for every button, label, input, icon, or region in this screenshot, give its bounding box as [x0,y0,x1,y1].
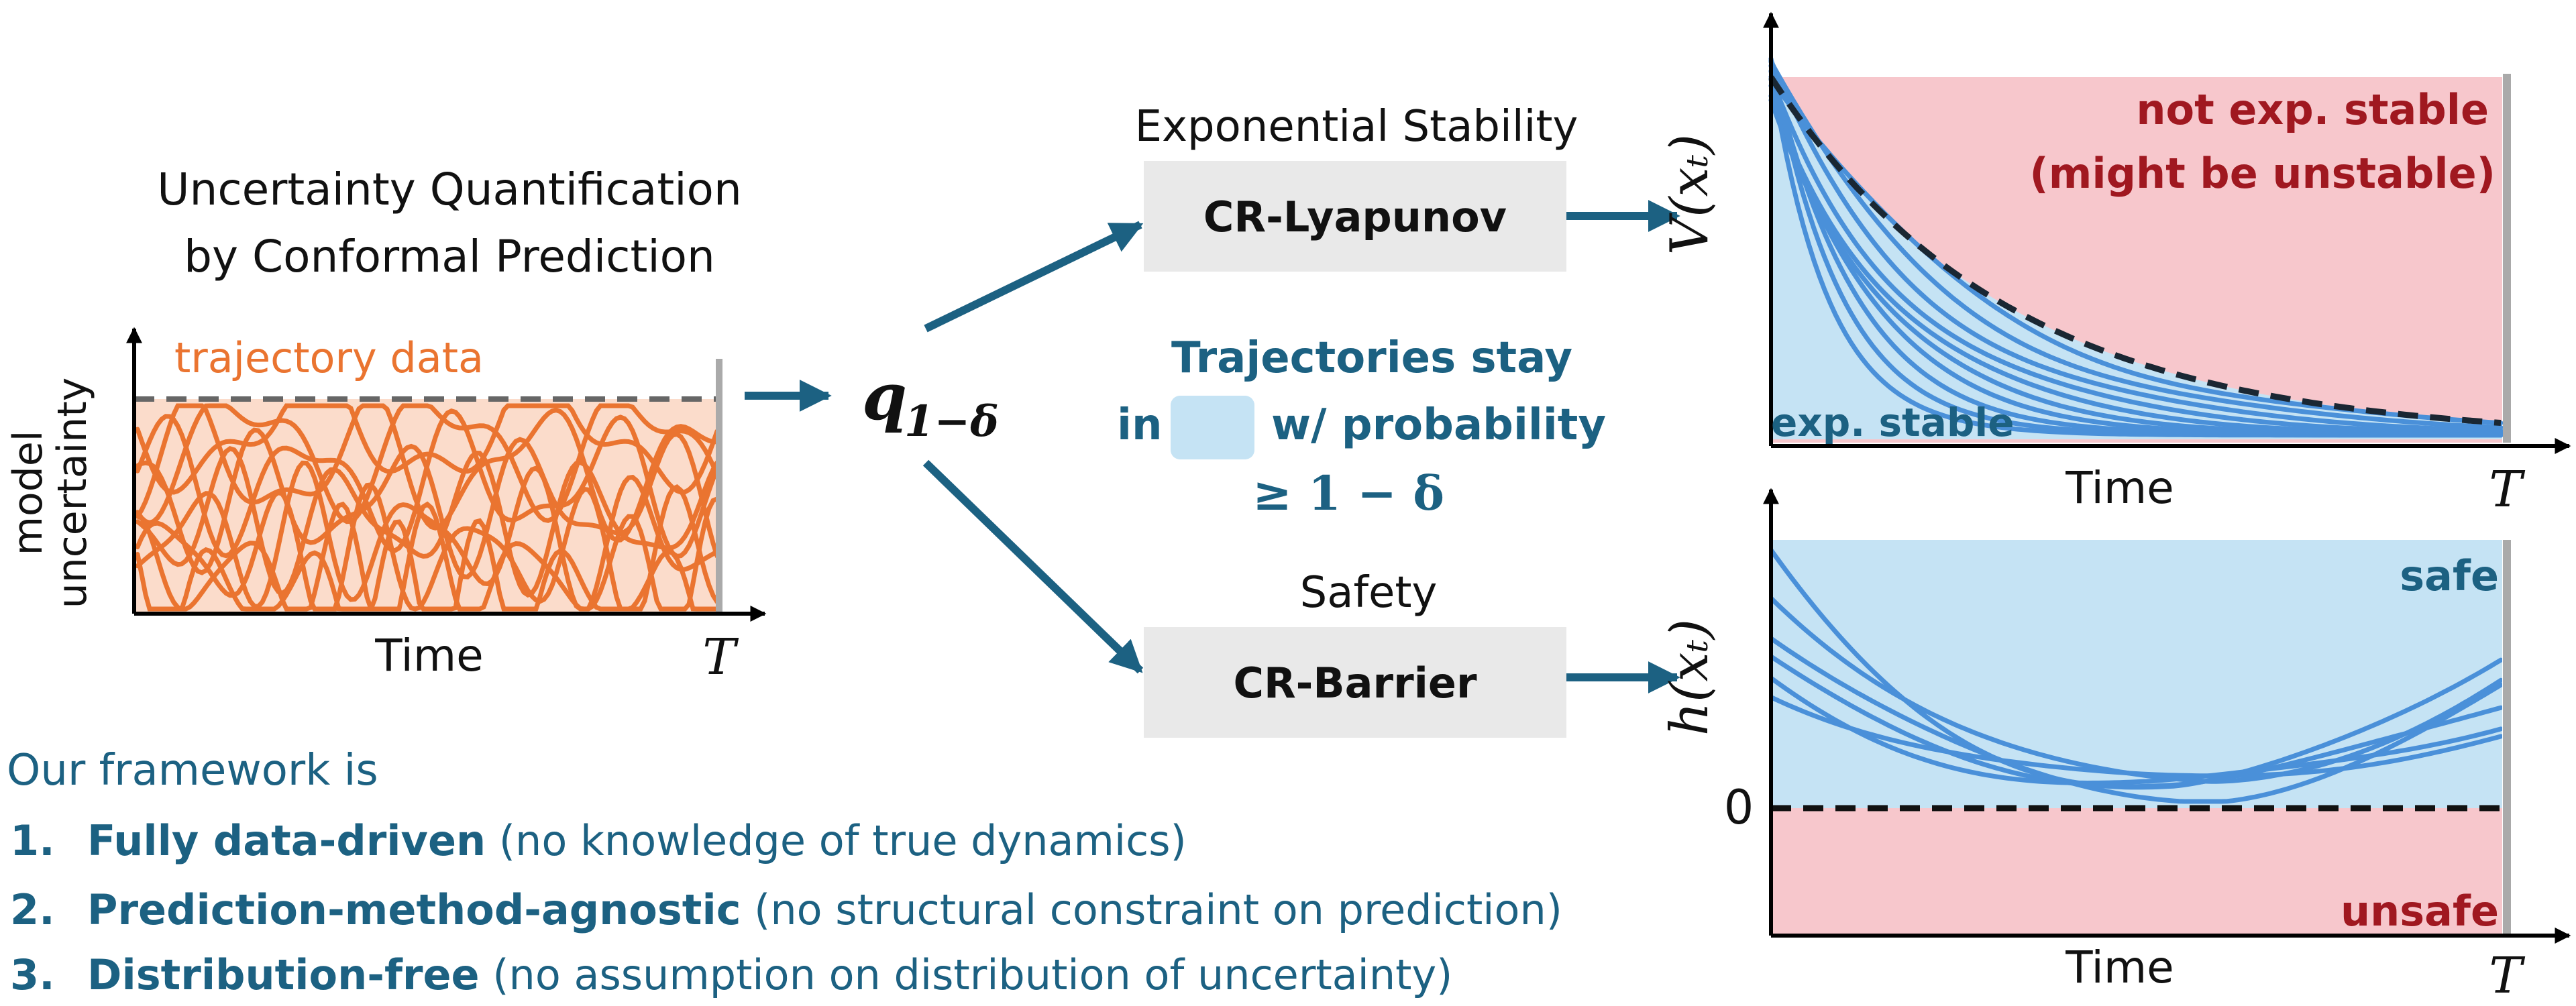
stability-region-top-line1: not exp. stable [2136,85,2489,134]
uq-trajectory [135,496,718,612]
guarantee-prob-word: w/ probability [1271,400,1606,450]
stability-trajectory [1768,59,2504,430]
framework-item-num: 1. [10,816,55,865]
framework-item-bold: Distribution-free [87,950,480,999]
safety-plot: safe unsafe 0 h(xₜ) Time T [1660,488,2571,1005]
guarantee-in-word: in [1117,400,1163,450]
quantile-subscript: 1−δ [904,396,999,447]
uq-trajectory [135,518,718,612]
framework-list: Our framework is 1. Fully data-driven (n… [7,746,1562,999]
safety-trajectory [1771,654,2502,789]
uq-xlabel: Time [374,630,484,681]
framework-item-text: Prediction-method-agnostic (no structura… [87,885,1562,934]
stability-trajectory [1768,74,2504,435]
stability-plot: not exp. stable (might be unstable) exp.… [1660,11,2571,518]
framework-item-text: Fully data-driven (no knowledge of true … [87,816,1187,865]
safety-t-end: T [2489,947,2525,1005]
uq-title-line1: Uncertainty Quantification [157,164,742,215]
uq-title-line2: by Conformal Prediction [184,231,715,282]
lyapunov-box [1144,161,1566,272]
safety-region-bottom: unsafe [2341,887,2499,936]
safety-trajectory [1771,675,2502,786]
lyapunov-heading: Exponential Stability [1135,102,1578,152]
barrier-box-label: CR-Barrier [1233,659,1477,708]
barrier-block: Safety CR-Barrier [1144,568,1680,738]
lyapunov-box-label: CR-Lyapunov [1203,192,1507,241]
framework-item-rest: (no assumption on distribution of uncert… [480,950,1453,999]
stability-region-top-line2: (might be unstable) [2029,149,2496,198]
uq-trajectories [135,403,718,612]
safety-ylabel: h(xₜ) [1660,619,1720,736]
safety-zero-tick: 0 [1724,780,1754,835]
framework-item-num: 2. [10,885,55,934]
guarantee-text: Trajectories stay in w/ probability ≥ 1 … [1117,333,1606,521]
uq-section: Uncertainty Quantification by Conformal … [5,164,832,686]
stability-t-end: T [2489,461,2525,518]
uq-trajectory [135,403,718,525]
barrier-heading: Safety [1300,568,1438,618]
guarantee-line1: Trajectories stay [1171,333,1572,383]
guarantee-region-swatch [1171,396,1254,459]
safety-safe-region [1771,540,2502,808]
uq-t-end: T [702,628,739,686]
stability-trajectory [1768,58,2504,433]
stability-ylabel: V(xₜ) [1660,134,1720,255]
uq-ylabel-line1: model [5,431,52,556]
safety-trajectory [1771,695,2502,779]
safety-region-top: safe [2400,551,2499,600]
stability-region-bottom: exp. stable [1771,400,2015,445]
framework-item-bold: Fully data-driven [87,816,486,865]
safety-xlabel: Time [2065,942,2174,993]
framework-item-text: Distribution-free (no assumption on dist… [87,950,1452,999]
barrier-box [1144,627,1566,738]
uq-series-label: trajectory data [174,333,484,382]
framework-intro: Our framework is [7,746,378,795]
stability-trajectory [1768,68,2504,438]
framework-item-rest: (no structural constraint on prediction) [741,885,1562,934]
framework-item: 1. Fully data-driven (no knowledge of tr… [10,816,1187,865]
stability-bound-curve [1768,75,2502,426]
uq-trajectory [135,403,718,495]
framework-item: 2. Prediction-method-agnostic (no struct… [10,885,1562,934]
lyapunov-block: Exponential Stability CR-Lyapunov [1135,102,1680,272]
quantile-to-lyapunov-arrow [924,221,1144,333]
safety-unsafe-region [1771,808,2502,936]
quantile-symbol: q [862,359,907,435]
framework-item-num: 3. [10,950,55,999]
quantile-node: q 1−δ [862,359,999,447]
quantile-to-barrier-arrow [922,459,1144,674]
uq-ylabel-line2: uncertainty [49,378,96,609]
framework-item: 3. Distribution-free (no assumption on d… [10,950,1452,999]
framework-item-rest: (no knowledge of true dynamics) [486,816,1187,865]
guarantee-line3: ≥ 1 − δ [1252,465,1444,521]
framework-item-bold: Prediction-method-agnostic [87,885,741,934]
safety-trajectories [1771,547,2502,804]
stability-xlabel: Time [2065,462,2174,514]
